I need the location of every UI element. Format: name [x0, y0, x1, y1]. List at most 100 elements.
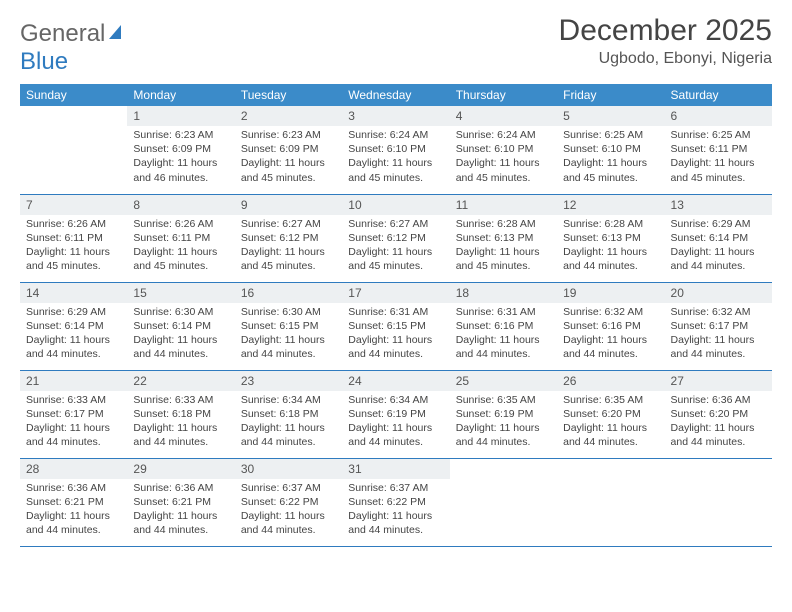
- day-header-row: SundayMondayTuesdayWednesdayThursdayFrid…: [20, 84, 772, 106]
- day-header: Sunday: [20, 84, 127, 106]
- daylight-text: Daylight: 11 hours and 45 minutes.: [241, 245, 336, 273]
- sunset-text: Sunset: 6:15 PM: [241, 319, 336, 333]
- sunset-text: Sunset: 6:11 PM: [671, 142, 766, 156]
- daylight-text: Daylight: 11 hours and 44 minutes.: [563, 245, 658, 273]
- calendar-cell: 28Sunrise: 6:36 AMSunset: 6:21 PMDayligh…: [20, 458, 127, 546]
- daylight-text: Daylight: 11 hours and 44 minutes.: [133, 509, 228, 537]
- calendar-cell: 15Sunrise: 6:30 AMSunset: 6:14 PMDayligh…: [127, 282, 234, 370]
- day-content: Sunrise: 6:25 AMSunset: 6:11 PMDaylight:…: [665, 126, 772, 189]
- sunset-text: Sunset: 6:22 PM: [241, 495, 336, 509]
- day-content: Sunrise: 6:25 AMSunset: 6:10 PMDaylight:…: [557, 126, 664, 189]
- day-number: 21: [20, 371, 127, 391]
- sunset-text: Sunset: 6:11 PM: [26, 231, 121, 245]
- sunrise-text: Sunrise: 6:23 AM: [133, 128, 228, 142]
- day-number: 30: [235, 459, 342, 479]
- daylight-text: Daylight: 11 hours and 44 minutes.: [26, 333, 121, 361]
- calendar-cell: 9Sunrise: 6:27 AMSunset: 6:12 PMDaylight…: [235, 194, 342, 282]
- header: GeneralBlue December 2025 Ugbodo, Ebonyi…: [20, 14, 772, 76]
- day-content: Sunrise: 6:37 AMSunset: 6:22 PMDaylight:…: [235, 479, 342, 542]
- calendar-cell: 2Sunrise: 6:23 AMSunset: 6:09 PMDaylight…: [235, 106, 342, 194]
- day-number: 20: [665, 283, 772, 303]
- calendar-cell: 31Sunrise: 6:37 AMSunset: 6:22 PMDayligh…: [342, 458, 449, 546]
- daylight-text: Daylight: 11 hours and 44 minutes.: [563, 333, 658, 361]
- calendar-cell: 17Sunrise: 6:31 AMSunset: 6:15 PMDayligh…: [342, 282, 449, 370]
- day-content: Sunrise: 6:23 AMSunset: 6:09 PMDaylight:…: [235, 126, 342, 189]
- sunset-text: Sunset: 6:20 PM: [563, 407, 658, 421]
- day-number: 23: [235, 371, 342, 391]
- calendar-cell: [557, 458, 664, 546]
- sunrise-text: Sunrise: 6:28 AM: [456, 217, 551, 231]
- sunset-text: Sunset: 6:12 PM: [241, 231, 336, 245]
- daylight-text: Daylight: 11 hours and 44 minutes.: [563, 421, 658, 449]
- daylight-text: Daylight: 11 hours and 44 minutes.: [133, 333, 228, 361]
- sunrise-text: Sunrise: 6:24 AM: [348, 128, 443, 142]
- logo-general: General: [20, 20, 105, 47]
- day-content: Sunrise: 6:35 AMSunset: 6:19 PMDaylight:…: [450, 391, 557, 454]
- sunrise-text: Sunrise: 6:27 AM: [241, 217, 336, 231]
- calendar-cell: 1Sunrise: 6:23 AMSunset: 6:09 PMDaylight…: [127, 106, 234, 194]
- calendar-cell: 16Sunrise: 6:30 AMSunset: 6:15 PMDayligh…: [235, 282, 342, 370]
- sunset-text: Sunset: 6:22 PM: [348, 495, 443, 509]
- daylight-text: Daylight: 11 hours and 44 minutes.: [671, 421, 766, 449]
- day-content: Sunrise: 6:34 AMSunset: 6:18 PMDaylight:…: [235, 391, 342, 454]
- day-number: 16: [235, 283, 342, 303]
- sunrise-text: Sunrise: 6:25 AM: [563, 128, 658, 142]
- calendar-cell: 25Sunrise: 6:35 AMSunset: 6:19 PMDayligh…: [450, 370, 557, 458]
- day-header: Tuesday: [235, 84, 342, 106]
- calendar-cell: 10Sunrise: 6:27 AMSunset: 6:12 PMDayligh…: [342, 194, 449, 282]
- day-number: 29: [127, 459, 234, 479]
- day-content: Sunrise: 6:27 AMSunset: 6:12 PMDaylight:…: [235, 215, 342, 278]
- calendar-head: SundayMondayTuesdayWednesdayThursdayFrid…: [20, 84, 772, 106]
- day-number: 24: [342, 371, 449, 391]
- calendar-cell: 14Sunrise: 6:29 AMSunset: 6:14 PMDayligh…: [20, 282, 127, 370]
- sunset-text: Sunset: 6:19 PM: [348, 407, 443, 421]
- day-number: 25: [450, 371, 557, 391]
- sunrise-text: Sunrise: 6:36 AM: [133, 481, 228, 495]
- daylight-text: Daylight: 11 hours and 44 minutes.: [241, 421, 336, 449]
- day-number: 19: [557, 283, 664, 303]
- day-content: Sunrise: 6:28 AMSunset: 6:13 PMDaylight:…: [450, 215, 557, 278]
- logo-text: GeneralBlue: [20, 20, 129, 76]
- sunrise-text: Sunrise: 6:36 AM: [671, 393, 766, 407]
- sunset-text: Sunset: 6:14 PM: [671, 231, 766, 245]
- sunrise-text: Sunrise: 6:28 AM: [563, 217, 658, 231]
- daylight-text: Daylight: 11 hours and 45 minutes.: [348, 245, 443, 273]
- daylight-text: Daylight: 11 hours and 44 minutes.: [348, 509, 443, 537]
- daylight-text: Daylight: 11 hours and 45 minutes.: [671, 156, 766, 184]
- calendar-cell: 22Sunrise: 6:33 AMSunset: 6:18 PMDayligh…: [127, 370, 234, 458]
- sunset-text: Sunset: 6:10 PM: [348, 142, 443, 156]
- sunset-text: Sunset: 6:21 PM: [133, 495, 228, 509]
- calendar-cell: [20, 106, 127, 194]
- day-content: Sunrise: 6:24 AMSunset: 6:10 PMDaylight:…: [342, 126, 449, 189]
- calendar-cell: 3Sunrise: 6:24 AMSunset: 6:10 PMDaylight…: [342, 106, 449, 194]
- day-number: 13: [665, 195, 772, 215]
- daylight-text: Daylight: 11 hours and 44 minutes.: [348, 333, 443, 361]
- daylight-text: Daylight: 11 hours and 44 minutes.: [671, 245, 766, 273]
- day-number: 2: [235, 106, 342, 126]
- sunset-text: Sunset: 6:09 PM: [133, 142, 228, 156]
- sunrise-text: Sunrise: 6:37 AM: [241, 481, 336, 495]
- day-content: Sunrise: 6:26 AMSunset: 6:11 PMDaylight:…: [20, 215, 127, 278]
- sunset-text: Sunset: 6:11 PM: [133, 231, 228, 245]
- day-number: 1: [127, 106, 234, 126]
- calendar-cell: [665, 458, 772, 546]
- sunrise-text: Sunrise: 6:31 AM: [348, 305, 443, 319]
- day-content: Sunrise: 6:24 AMSunset: 6:10 PMDaylight:…: [450, 126, 557, 189]
- sunset-text: Sunset: 6:10 PM: [563, 142, 658, 156]
- sunrise-text: Sunrise: 6:25 AM: [671, 128, 766, 142]
- day-number: 15: [127, 283, 234, 303]
- title-block: December 2025 Ugbodo, Ebonyi, Nigeria: [559, 14, 772, 68]
- calendar-cell: 4Sunrise: 6:24 AMSunset: 6:10 PMDaylight…: [450, 106, 557, 194]
- calendar-cell: 18Sunrise: 6:31 AMSunset: 6:16 PMDayligh…: [450, 282, 557, 370]
- calendar-cell: 24Sunrise: 6:34 AMSunset: 6:19 PMDayligh…: [342, 370, 449, 458]
- day-number: 7: [20, 195, 127, 215]
- day-content: Sunrise: 6:30 AMSunset: 6:14 PMDaylight:…: [127, 303, 234, 366]
- daylight-text: Daylight: 11 hours and 45 minutes.: [241, 156, 336, 184]
- calendar-week: 1Sunrise: 6:23 AMSunset: 6:09 PMDaylight…: [20, 106, 772, 194]
- sunrise-text: Sunrise: 6:24 AM: [456, 128, 551, 142]
- logo-blue: Blue: [20, 48, 68, 75]
- sunrise-text: Sunrise: 6:26 AM: [133, 217, 228, 231]
- day-content: Sunrise: 6:30 AMSunset: 6:15 PMDaylight:…: [235, 303, 342, 366]
- calendar-cell: 6Sunrise: 6:25 AMSunset: 6:11 PMDaylight…: [665, 106, 772, 194]
- day-number: 17: [342, 283, 449, 303]
